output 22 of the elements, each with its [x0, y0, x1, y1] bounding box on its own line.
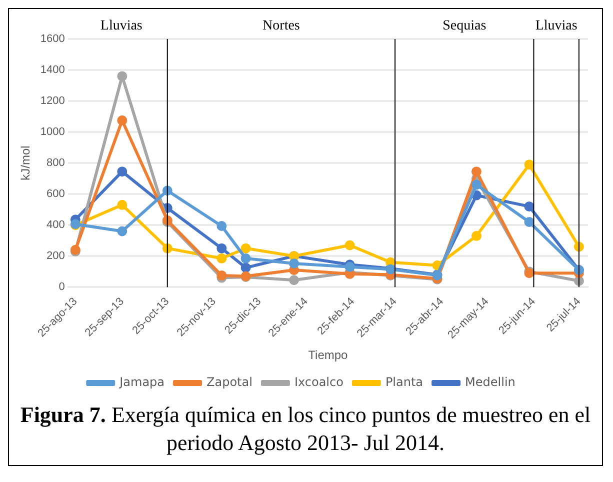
legend-label: Planta: [385, 375, 424, 390]
text: Exergía química en los cinco puntos de muestreo en el periodo Agosto 2013- Jul 2014.: [111, 402, 591, 455]
y-tick-label: 1200: [40, 95, 65, 108]
text: Lluvias: [535, 18, 578, 34]
legend-label: Jamapa: [118, 375, 165, 390]
y-tick-label: 1400: [40, 64, 65, 76]
y-tick-label: 1600: [40, 33, 65, 46]
legend-label: Zapotal: [206, 375, 252, 390]
text: Sequias: [442, 18, 486, 34]
y-tick-label: 1000: [40, 126, 65, 138]
text: Nortes: [262, 18, 300, 34]
y-tick-label: 200: [46, 250, 65, 262]
y-tick-label: 400: [46, 219, 65, 232]
text: Figura 7.: [20, 402, 107, 427]
x-axis-title: Tiempo: [308, 348, 348, 362]
legend-label: Ixcoalco: [294, 375, 344, 390]
text: Lluvias: [100, 18, 142, 34]
y-axis-title: kJ/mol: [18, 146, 33, 180]
y-tick-label: 800: [46, 157, 65, 170]
y-tick-label: 600: [46, 188, 65, 200]
y-tick-label: 0: [58, 281, 65, 294]
legend-label: Medellin: [465, 375, 516, 390]
